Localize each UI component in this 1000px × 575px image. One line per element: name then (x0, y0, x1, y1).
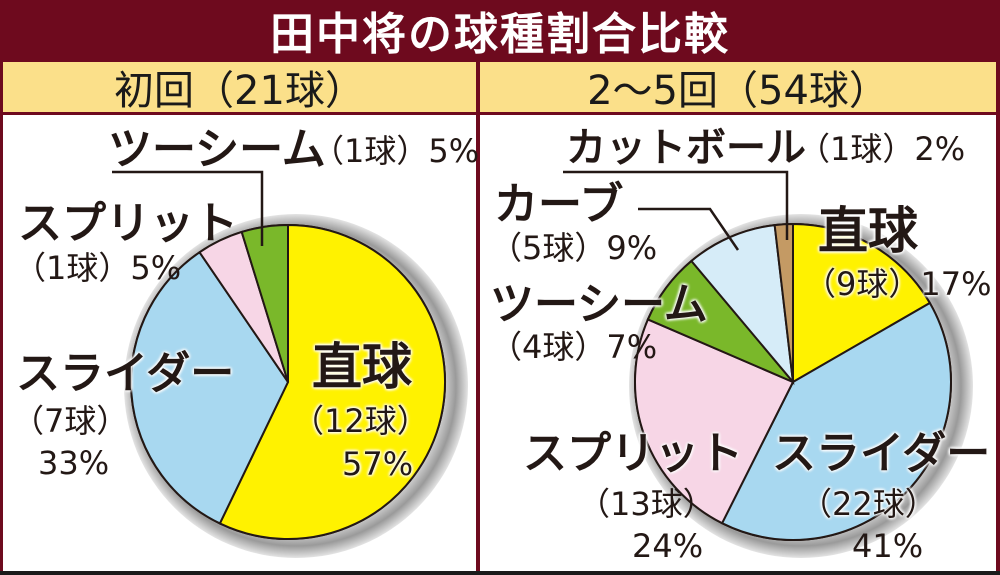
label-fastball-value: （9球）17% (804, 265, 992, 303)
pie-slice-fastball (792, 222, 932, 384)
pie-slice-split (634, 318, 795, 525)
label-slider-count: （7球） (12, 402, 129, 440)
pie-innings-2-5 (629, 214, 973, 558)
panel-divider (476, 62, 480, 575)
label-split-name: スプリット (18, 198, 238, 249)
label-cutball-name: カットボール (566, 125, 806, 171)
label-fastball-name: 直球 (312, 338, 412, 396)
label-split-count: （13球） (578, 485, 715, 523)
label-slider-pct: 41% (852, 527, 924, 565)
pie-slice-cutball (773, 222, 794, 383)
label-split-pct: 24% (632, 527, 704, 565)
panel-header-innings-2-5: 2〜5回（54球） (480, 62, 996, 115)
label-fastball-name: 直球 (818, 202, 918, 260)
pie-slice-fastball (218, 223, 446, 540)
leader-line-curve (638, 207, 740, 251)
label-twoseam-name: ツーシーム (108, 124, 326, 175)
label-curve-name: カーブ (494, 179, 624, 230)
leader-line-twoseam (112, 170, 264, 246)
label-slider-count: （22球） (800, 485, 937, 523)
pie-slice-slider (130, 250, 290, 525)
label-twoseam-name: ツーシーム (490, 279, 708, 330)
label-twoseam-value: （1球）5% (312, 132, 480, 170)
label-cutball-value: （1球）2% (798, 130, 966, 168)
label-slider-pct: 33% (38, 444, 110, 482)
label-split-value: （1球）5% (14, 249, 182, 287)
leader-line-cutball (563, 170, 789, 240)
bottom-border (0, 571, 1000, 575)
label-split-name: スプリット (523, 428, 743, 479)
pie-first-inning (124, 214, 468, 558)
pie-slice-slider (720, 301, 952, 541)
panel-header-first-inning: 初回（21球） (3, 62, 476, 115)
label-twoseam-value: （4球）7% (490, 328, 658, 366)
label-fastball-pct: 57% (342, 445, 414, 483)
label-slider-name: スライダー (16, 348, 235, 399)
label-curve-value: （5球）9% (490, 229, 658, 267)
chart-title: 田中将の球種割合比較 (270, 9, 730, 60)
label-slider-name: スライダー (772, 428, 991, 479)
pie-slice-twoseam (240, 223, 289, 383)
label-fastball-count: （12球） (292, 402, 429, 440)
